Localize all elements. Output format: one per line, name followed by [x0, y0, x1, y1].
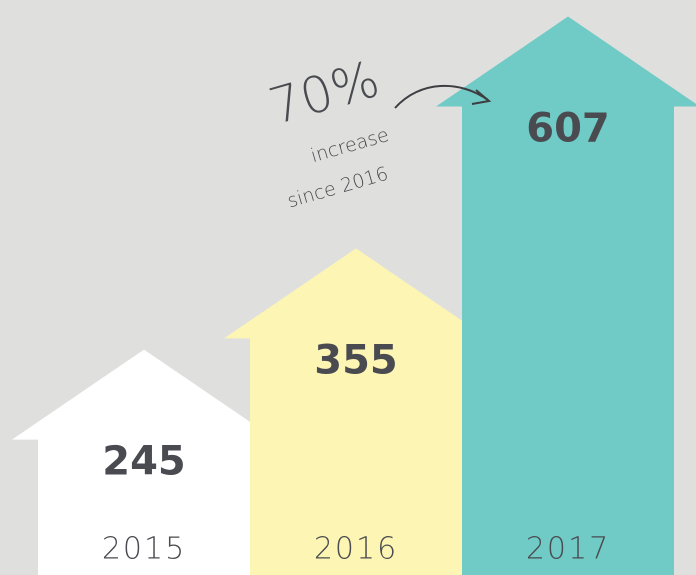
category-label: 2017 [526, 532, 610, 567]
value-label: 355 [314, 337, 398, 383]
arrow-bar [224, 248, 488, 575]
annotation-arrow [394, 84, 489, 109]
annotation-arrowhead [471, 89, 492, 105]
category-label: 2016 [314, 532, 398, 567]
value-label: 245 [102, 439, 186, 485]
value-label: 607 [526, 106, 610, 152]
arrow-bar [436, 16, 696, 575]
category-label: 2015 [102, 532, 186, 567]
bars: 245 2015 355 2016 607 2017 [12, 16, 696, 575]
arrow-bar [12, 349, 276, 575]
